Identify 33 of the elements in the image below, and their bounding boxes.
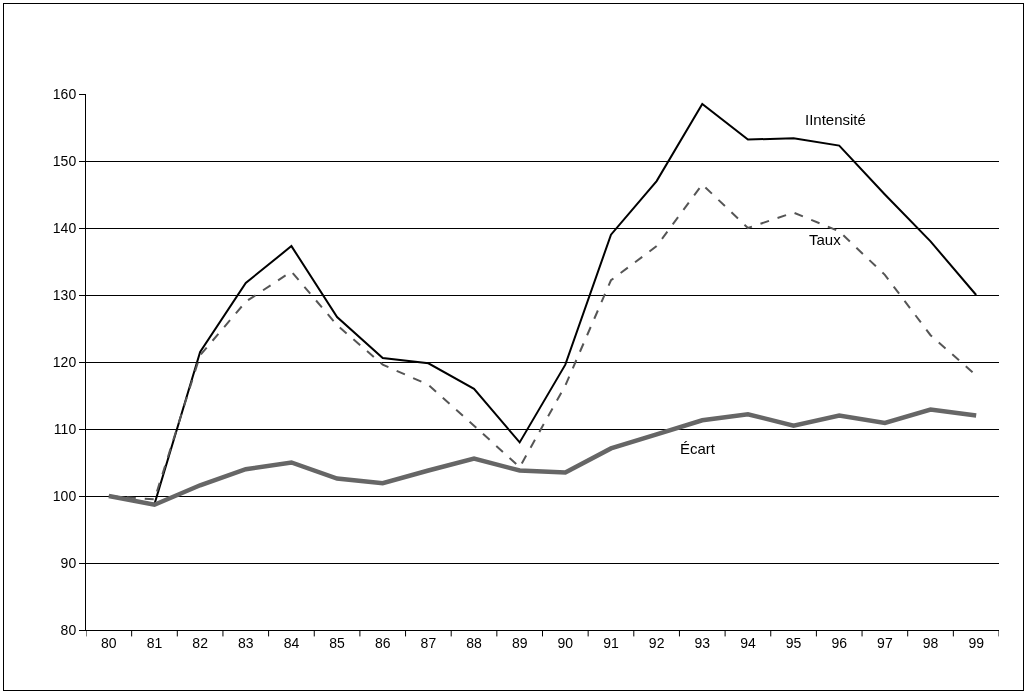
x-tick-label: 91 bbox=[603, 634, 619, 651]
x-tick-label: 82 bbox=[192, 634, 209, 651]
x-tick-label: 89 bbox=[511, 634, 528, 651]
x-tick-label: 80 bbox=[101, 634, 117, 651]
y-tick-label: 110 bbox=[53, 420, 77, 437]
y-tick-label: 140 bbox=[52, 219, 77, 236]
x-tick-label: 93 bbox=[694, 634, 711, 651]
x-tick-label: 85 bbox=[329, 634, 346, 651]
y-tick-label: 130 bbox=[52, 286, 77, 303]
x-tick-label: 83 bbox=[237, 634, 254, 651]
series-label: Taux bbox=[809, 231, 842, 248]
line-series bbox=[106, 407, 979, 507]
x-tick-label: 81 bbox=[146, 634, 163, 651]
x-tick-label: 98 bbox=[922, 634, 939, 651]
y-tick-label: 100 bbox=[52, 487, 77, 504]
series-label: Écart bbox=[680, 440, 716, 457]
y-tick-label: 120 bbox=[52, 353, 77, 370]
x-tick-label: 94 bbox=[740, 634, 756, 651]
x-tick-label: 97 bbox=[877, 634, 893, 651]
x-tick-label: 96 bbox=[831, 634, 848, 651]
y-tick-label: 150 bbox=[52, 152, 77, 169]
x-tick-label: 88 bbox=[466, 634, 483, 651]
series-label: IIntensité bbox=[805, 111, 866, 128]
x-tick-label: 86 bbox=[374, 634, 391, 651]
y-tick-label: 90 bbox=[60, 554, 77, 571]
x-tick-label: 87 bbox=[420, 634, 437, 651]
x-tick-label: 84 bbox=[283, 634, 300, 651]
y-tick-label: 160 bbox=[52, 85, 77, 102]
x-tick-label: 92 bbox=[648, 634, 665, 651]
x-tick-label: 95 bbox=[785, 634, 802, 651]
x-tick-label: 90 bbox=[557, 634, 574, 651]
x-tick-label: 99 bbox=[968, 634, 985, 651]
y-tick-label: 80 bbox=[60, 621, 77, 638]
